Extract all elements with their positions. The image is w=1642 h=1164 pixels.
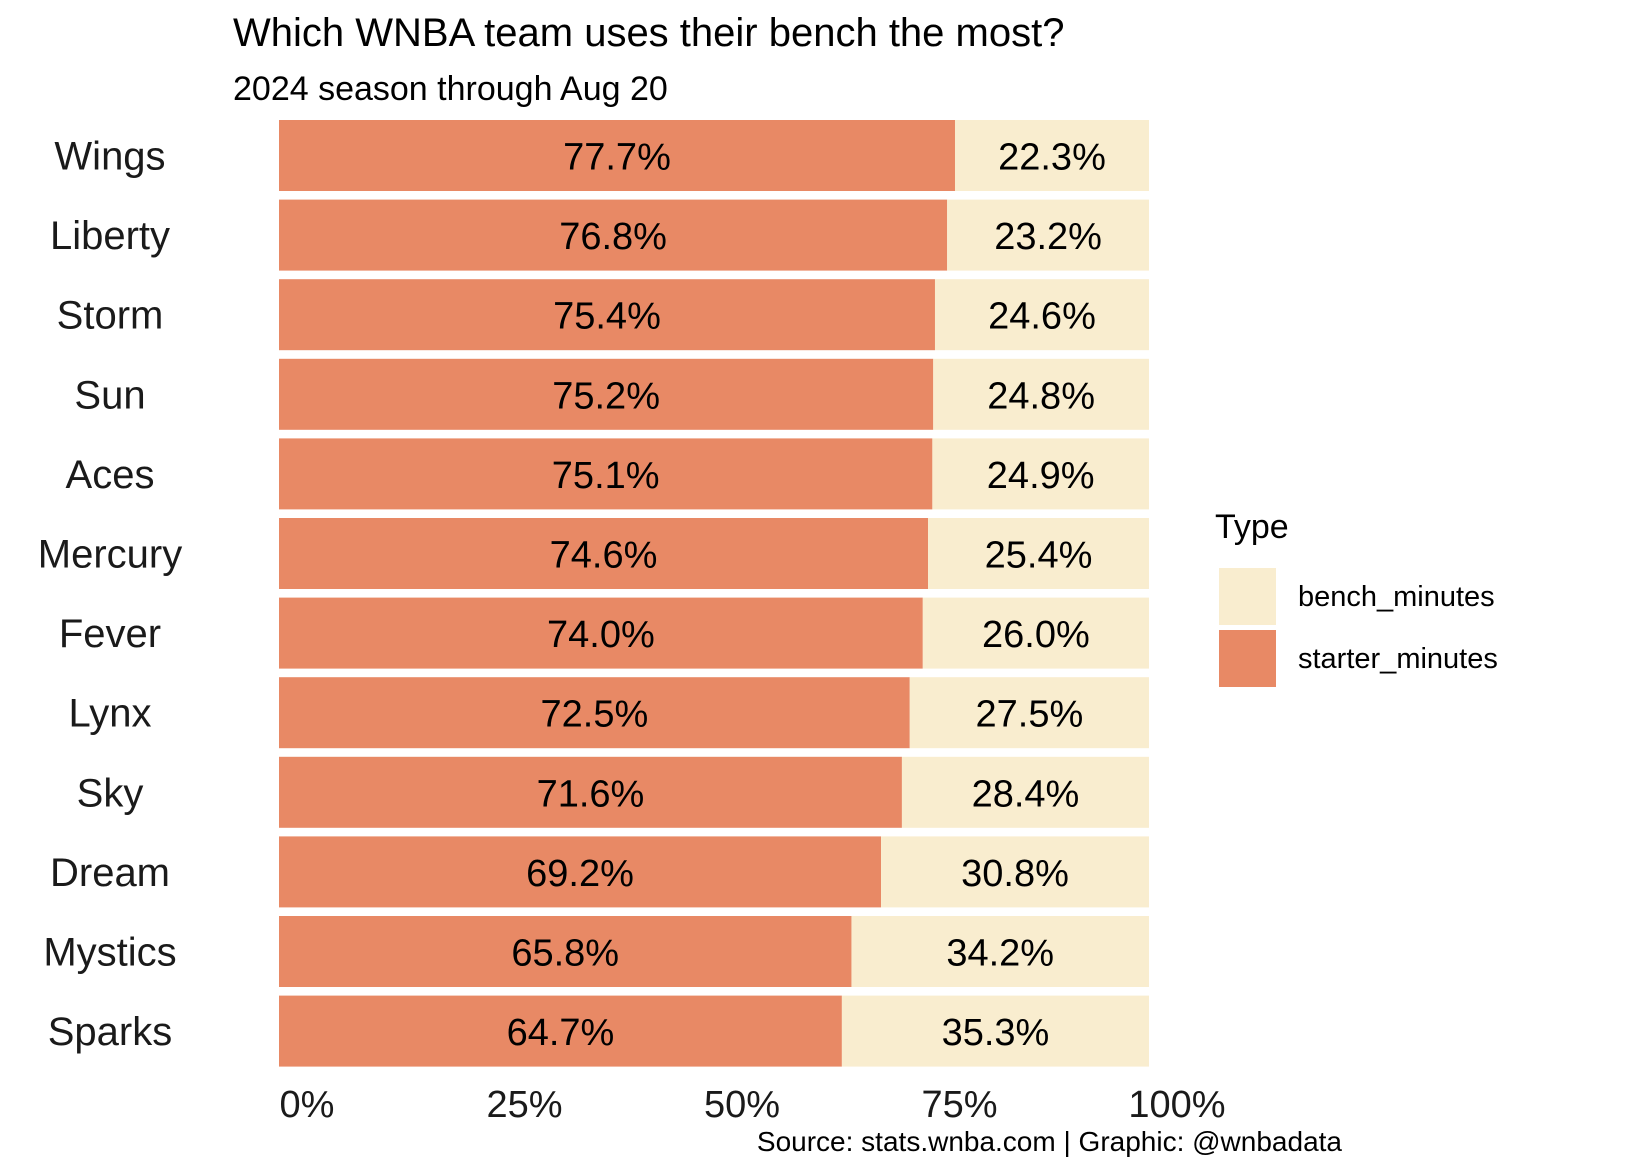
x-tick-label: 25% xyxy=(486,1084,562,1126)
bar-bench-minutes xyxy=(934,279,1149,351)
data-label-bench: 24.8% xyxy=(987,375,1095,417)
data-label-bench: 22.3% xyxy=(998,137,1106,179)
data-label-starter: 72.5% xyxy=(541,694,649,736)
bar-starter-minutes xyxy=(279,279,935,351)
bar-bench-minutes xyxy=(841,995,1149,1067)
legend: Type bench_minutes starter_minutes xyxy=(1215,508,1498,687)
team-label: Wings xyxy=(54,135,165,179)
legend-label: bench_minutes xyxy=(1298,581,1495,613)
bar-starter-minutes xyxy=(279,358,934,430)
chart-title: Which WNBA team uses their bench the mos… xyxy=(233,11,1064,55)
data-label-starter: 75.2% xyxy=(552,375,660,417)
data-label-bench: 24.9% xyxy=(987,455,1095,497)
bar-bench-minutes xyxy=(922,597,1149,669)
team-label: Lynx xyxy=(68,692,151,736)
data-label-starter: 71.6% xyxy=(537,773,645,815)
team-label: Dream xyxy=(50,851,170,895)
data-label-starter: 75.4% xyxy=(553,296,661,338)
bar-starter-minutes xyxy=(279,438,933,510)
bar-bench-minutes xyxy=(901,756,1149,828)
data-label-starter: 69.2% xyxy=(526,853,634,895)
team-label: Mystics xyxy=(43,931,176,975)
bar-starter-minutes xyxy=(279,836,882,908)
data-label-bench: 28.4% xyxy=(972,773,1080,815)
x-tick-label: 50% xyxy=(704,1084,780,1126)
team-label: Sparks xyxy=(48,1010,173,1054)
bar-bench-minutes xyxy=(932,438,1149,510)
data-label-bench: 24.6% xyxy=(988,296,1096,338)
bar-bench-minutes xyxy=(933,358,1149,430)
bar-bench-minutes xyxy=(881,836,1149,908)
chart-caption: Source: stats.wnba.com | Graphic: @wnbad… xyxy=(757,1126,1343,1157)
data-label-starter: 74.6% xyxy=(550,535,658,577)
legend-key-starter-minutes xyxy=(1219,630,1276,687)
data-label-bench: 23.2% xyxy=(994,216,1102,258)
bar-bench-minutes xyxy=(928,518,1149,589)
data-label-bench: 30.8% xyxy=(961,853,1069,895)
x-tick-label: 75% xyxy=(921,1084,997,1126)
team-label: Aces xyxy=(66,453,155,497)
legend-key-bench-minutes xyxy=(1219,568,1276,625)
legend-label: starter_minutes xyxy=(1298,643,1498,675)
x-tick-label: 0% xyxy=(280,1084,335,1126)
bar-starter-minutes xyxy=(279,597,923,669)
team-label: Storm xyxy=(57,294,164,338)
bar-bench-minutes xyxy=(954,120,1149,191)
bar-starter-minutes xyxy=(279,120,955,191)
bar-labels: 77.7% 22.3% 76.8% 23.2% 75.4% 24.6% 75.2% 24.8%… xyxy=(507,137,1106,1055)
bar-starter-minutes xyxy=(279,199,948,271)
bars xyxy=(279,120,1149,1067)
legend-title: Type xyxy=(1215,508,1289,546)
x-axis: 0% 25% 50% 75% 100% xyxy=(280,1084,1226,1126)
bar-starter-minutes xyxy=(279,995,842,1067)
data-label-starter: 76.8% xyxy=(559,216,667,258)
bar-starter-minutes xyxy=(279,756,902,828)
data-label-starter: 65.8% xyxy=(511,933,619,975)
data-label-starter: 64.7% xyxy=(507,1012,615,1054)
bar-starter-minutes xyxy=(279,916,852,987)
team-label: Liberty xyxy=(50,214,170,258)
data-label-bench: 34.2% xyxy=(946,933,1054,975)
data-label-starter: 77.7% xyxy=(563,137,671,179)
data-label-bench: 27.5% xyxy=(976,694,1084,736)
team-labels: Wings Liberty Storm Sun Aces Mercury Fever Lynx… xyxy=(38,135,182,1055)
bar-starter-minutes xyxy=(279,677,910,749)
data-label-bench: 35.3% xyxy=(942,1012,1050,1054)
plot-area: Wings Liberty Storm Sun Aces Mercury Fever Lynx… xyxy=(38,120,1226,1126)
chart-subtitle: 2024 season through Aug 20 xyxy=(233,70,668,108)
data-label-starter: 74.0% xyxy=(547,614,655,656)
bar-starter-minutes xyxy=(279,518,929,589)
data-label-starter: 75.1% xyxy=(552,455,660,497)
data-label-bench: 26.0% xyxy=(982,614,1090,656)
legend-items: bench_minutes starter_minutes xyxy=(1219,568,1498,687)
bar-bench-minutes xyxy=(909,677,1149,749)
data-label-bench: 25.4% xyxy=(985,535,1093,577)
bar-bench-minutes xyxy=(851,916,1149,987)
team-label: Fever xyxy=(59,612,161,656)
bar-bench-minutes xyxy=(947,199,1149,271)
team-label: Sky xyxy=(77,771,144,815)
team-label: Sun xyxy=(74,373,145,417)
team-label: Mercury xyxy=(38,533,182,577)
x-tick-label: 100% xyxy=(1128,1084,1225,1126)
